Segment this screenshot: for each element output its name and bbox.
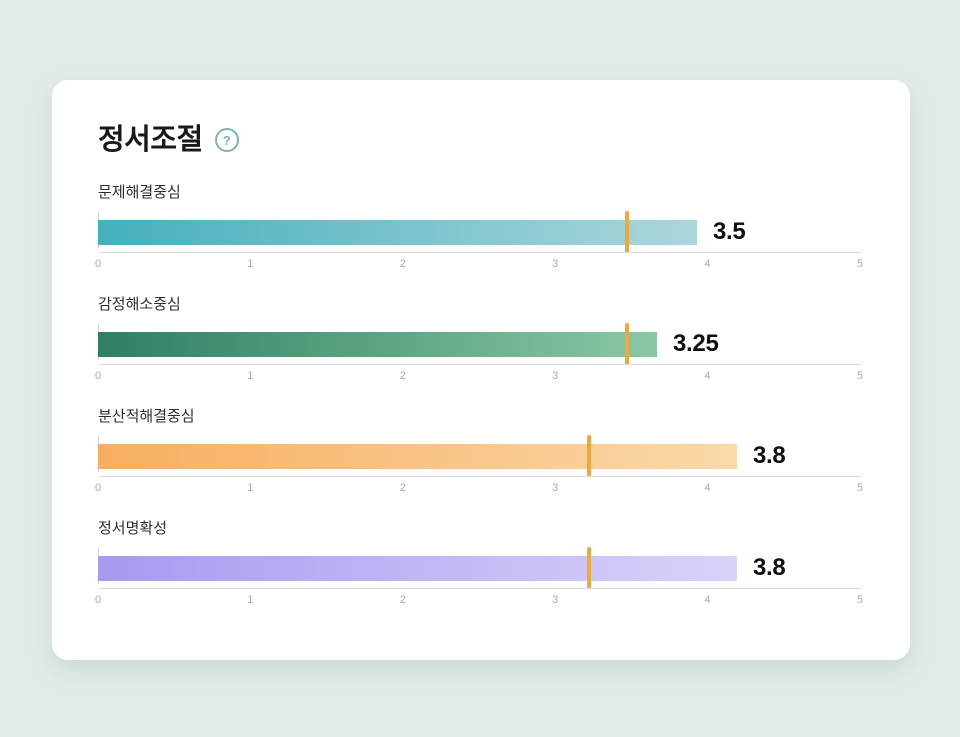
axis-tick-label: 3 <box>552 370 559 382</box>
axis-tick-label: 4 <box>704 370 711 382</box>
axis-ticks: 0 1 2 3 4 5 <box>94 369 864 383</box>
bar-row: 문제해결중심 0 1 2 3 4 5 3.5 <box>94 184 864 271</box>
axis-tick-label: 1 <box>247 594 254 606</box>
axis-tick-label: 2 <box>399 482 406 494</box>
reference-marker <box>625 211 629 253</box>
panel-header: 정서조절 ? <box>98 124 910 156</box>
axis-tick-label: 1 <box>247 370 254 382</box>
value-label: 3.8 <box>753 442 786 469</box>
axis-tick-label: 4 <box>704 594 711 606</box>
help-icon[interactable]: ? <box>214 128 239 152</box>
axis-tick-label: 5 <box>856 370 864 382</box>
bar <box>98 220 697 245</box>
axis-ticks: 0 1 2 3 4 5 <box>94 481 864 495</box>
bar <box>98 444 737 469</box>
axis-tick-label: 4 <box>704 482 711 494</box>
bar <box>98 332 657 357</box>
bar-chart: 0 1 2 3 4 5 3.8 <box>94 547 864 607</box>
axis-tick-label: 5 <box>856 594 864 606</box>
reference-marker <box>625 323 629 365</box>
bar-row: 감정해소중심 0 1 2 3 4 5 3.25 <box>94 296 864 383</box>
x-axis-line <box>98 364 860 365</box>
bar-row: 정서명확성 0 1 2 3 4 5 3.8 <box>94 520 864 607</box>
axis-tick-label: 2 <box>399 370 406 382</box>
axis-ticks: 0 1 2 3 4 5 <box>94 593 864 607</box>
value-label: 3.25 <box>673 330 719 357</box>
axis-tick-label: 3 <box>552 258 559 270</box>
axis-tick-label: 4 <box>704 258 711 270</box>
x-axis-line <box>98 588 860 589</box>
bar-row-label: 문제해결중심 <box>98 184 181 201</box>
axis-tick-label: 0 <box>94 370 102 382</box>
bar <box>98 556 737 581</box>
axis-tick-label: 3 <box>552 594 559 606</box>
x-axis-line <box>98 252 860 253</box>
axis-tick-label: 0 <box>94 482 102 494</box>
bar-row-label: 정서명확성 <box>98 520 168 537</box>
axis-tick-label: 5 <box>856 482 864 494</box>
bar-row-label: 분산적해결중심 <box>98 408 195 425</box>
bar-chart: 0 1 2 3 4 5 3.25 <box>94 323 864 383</box>
axis-tick-label: 0 <box>94 258 102 270</box>
axis-tick-label: 2 <box>399 594 406 606</box>
value-label: 3.5 <box>713 218 746 245</box>
reference-marker <box>587 435 591 477</box>
axis-tick-label: 1 <box>247 482 254 494</box>
axis-tick-label: 5 <box>856 258 864 270</box>
axis-tick-label: 3 <box>552 482 559 494</box>
axis-ticks: 0 1 2 3 4 5 <box>94 257 864 271</box>
bar-chart: 0 1 2 3 4 5 3.8 <box>94 435 864 495</box>
page-title: 정서조절 <box>98 124 203 156</box>
emotion-regulation-panel: 정서조절 ? 문제해결중심 0 1 2 3 4 5 3.5 감정해소중심 0 1 2 3 4 5 <box>52 80 910 660</box>
x-axis-line <box>98 476 860 477</box>
bar-chart: 0 1 2 3 4 5 3.5 <box>94 211 864 271</box>
reference-marker <box>587 547 591 589</box>
axis-tick-label: 1 <box>247 258 254 270</box>
axis-tick-label: 0 <box>94 594 102 606</box>
bar-row: 분산적해결중심 0 1 2 3 4 5 3.8 <box>94 408 864 495</box>
value-label: 3.8 <box>753 554 786 581</box>
bar-row-label: 감정해소중심 <box>98 296 181 313</box>
axis-tick-label: 2 <box>399 258 406 270</box>
